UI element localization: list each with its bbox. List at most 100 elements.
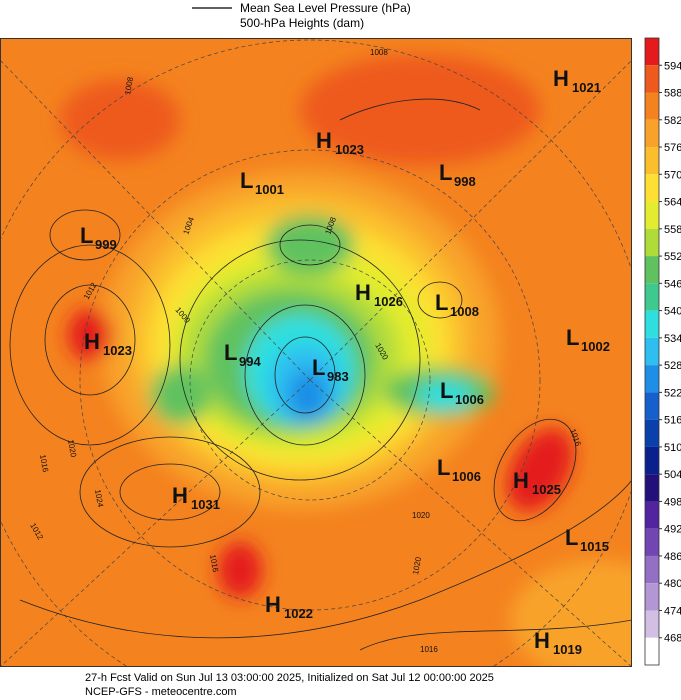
colorbar-box: [645, 310, 659, 338]
svg-text:L: L: [80, 223, 93, 248]
svg-text:L: L: [240, 168, 253, 193]
pressure-center: H 1025: [513, 468, 561, 497]
colorbar-label: 480: [664, 578, 681, 590]
colorbar: 594 588 582 576 570 564 558 552 546 540 534 528 522 5…: [644, 37, 681, 666]
svg-text:L: L: [565, 525, 578, 550]
pressure-center: L 998: [439, 160, 476, 189]
svg-text:1002: 1002: [581, 339, 610, 354]
colorbar-label: 594: [664, 60, 681, 72]
colorbar-box: [645, 228, 659, 257]
pressure-center: L 999: [80, 223, 117, 252]
svg-text:L: L: [435, 290, 448, 315]
colorbar-box: [645, 637, 659, 665]
svg-text:1023: 1023: [335, 142, 364, 157]
colorbar-label: 474: [664, 605, 681, 617]
colorbar-label: 558: [664, 224, 681, 236]
svg-text:1023: 1023: [103, 343, 132, 358]
svg-text:L: L: [439, 160, 452, 185]
colorbar-label: 510: [664, 442, 681, 454]
svg-text:1015: 1015: [580, 539, 609, 554]
contour-label: 1008: [123, 76, 135, 96]
contour-label: 1008: [370, 48, 388, 57]
svg-text:998: 998: [454, 174, 476, 189]
svg-text:H: H: [84, 329, 100, 354]
pressure-center: H 1023: [316, 128, 364, 157]
pressure-center: L 1006: [437, 455, 481, 484]
svg-text:H: H: [553, 66, 569, 91]
svg-text:H: H: [316, 128, 332, 153]
map-frame: [0, 38, 632, 667]
colorbar-label: 570: [664, 169, 681, 181]
contour-label: 1020: [412, 511, 430, 520]
pressure-center: H 1023: [84, 329, 132, 358]
pressure-centers: H 1021 H 1023 L 1001 L 998 L 999 H 1026 L 1008 …: [80, 66, 610, 657]
svg-text:H: H: [172, 483, 188, 508]
pressure-center: H 1022: [265, 592, 313, 621]
colorbar-box: [645, 419, 659, 447]
footer-text: NCEP-GFS - meteocentre.com: [85, 686, 237, 698]
colorbar-label: 486: [664, 551, 681, 563]
colorbar-box: [645, 610, 659, 638]
colorbar-box: [645, 256, 659, 284]
svg-text:H: H: [265, 592, 281, 617]
contour-label: 1016: [38, 454, 50, 474]
isobars: [9, 98, 632, 651]
colorbar-label: 564: [664, 197, 681, 209]
colorbar-box: [645, 201, 659, 229]
pressure-center: H 1019: [534, 628, 582, 657]
footer-text: 27-h Fcst Valid on Sun Jul 13 03:00:00 2…: [85, 672, 494, 684]
svg-text:L: L: [566, 325, 579, 350]
colorbar-label: 588: [664, 88, 681, 100]
contour-label: 1024: [93, 489, 105, 509]
colorbar-box: [645, 174, 659, 202]
colorbar-label: 528: [664, 360, 681, 372]
colorbar-box: [645, 392, 659, 420]
svg-text:1019: 1019: [553, 642, 582, 657]
svg-text:994: 994: [239, 354, 261, 369]
colorbar-label: 522: [664, 387, 681, 399]
map: 1008 1008 1004 1008 1012 1000 1020 1016 …: [0, 38, 632, 667]
colorbar-box: [645, 283, 659, 311]
colorbar-box: [645, 555, 659, 584]
colorbar-box: [645, 528, 659, 556]
colorbar-label: 504: [664, 469, 681, 481]
colorbar-box: [645, 38, 659, 66]
pressure-center: L 1002: [566, 325, 610, 354]
colorbar-label: 534: [664, 333, 681, 345]
svg-text:1006: 1006: [455, 392, 484, 407]
svg-text:1006: 1006: [452, 469, 481, 484]
colorbar-box: [645, 92, 659, 120]
colorbar-frame: [644, 37, 660, 666]
colorbar-box: [645, 583, 659, 611]
colorbar-label: 582: [664, 115, 681, 127]
colorbar-label: 546: [664, 278, 681, 290]
svg-text:999: 999: [95, 237, 117, 252]
colorbar-label: 492: [664, 524, 681, 536]
colorbar-label: 498: [664, 496, 681, 508]
colorbar-box: [645, 337, 659, 366]
colorbar-label: 540: [664, 306, 681, 318]
svg-text:H: H: [534, 628, 550, 653]
colorbar-box: [645, 147, 659, 175]
svg-text:1031: 1031: [191, 497, 220, 512]
svg-text:1022: 1022: [284, 606, 313, 621]
colorbar-label: 516: [664, 415, 681, 427]
svg-text:L: L: [312, 355, 325, 380]
svg-text:L: L: [440, 378, 453, 403]
colorbar-label: 576: [664, 142, 681, 154]
pressure-center: H 1026: [355, 280, 403, 309]
pressure-center: L 1001: [240, 168, 284, 197]
pressure-center: L 983: [312, 355, 349, 384]
pressure-center: L 1008: [435, 290, 479, 319]
contour-label: 1016: [208, 554, 220, 574]
legend-text: Mean Sea Level Pressure (hPa): [240, 1, 411, 15]
colorbar-box: [645, 365, 659, 393]
svg-text:H: H: [355, 280, 371, 305]
contour-label: 1020: [411, 556, 423, 576]
pressure-center: L 994: [224, 340, 261, 369]
contour-label: 1020: [66, 439, 78, 459]
svg-text:1026: 1026: [374, 294, 403, 309]
pressure-center: L 1015: [565, 525, 609, 554]
